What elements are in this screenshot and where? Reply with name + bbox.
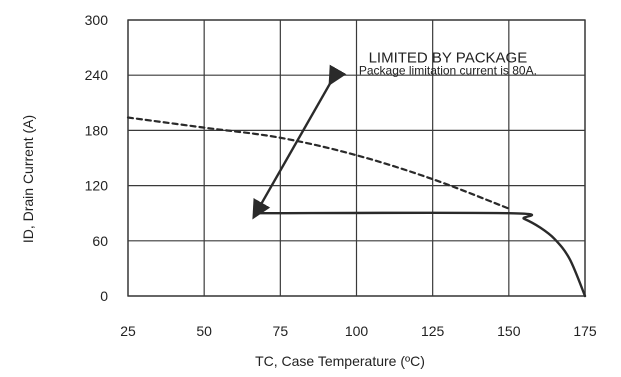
x-axis-title: TC, Case Temperature (ºC) [255, 353, 425, 369]
package-limit-series-line [254, 211, 587, 298]
annotation-arrow-0 [252, 64, 347, 220]
plot-frame [127, 19, 586, 297]
dashed-series-line [126, 116, 510, 210]
x-tick-label-0: 25 [120, 323, 136, 339]
x-tick-label-4: 125 [421, 323, 445, 339]
x-tick-label-5: 150 [497, 323, 521, 339]
y-tick-label-5: 300 [85, 12, 109, 28]
y-axis-title: ID, Drain Current (A) [20, 115, 36, 243]
y-tick-label-2: 120 [85, 178, 109, 194]
y-tick-label-1: 60 [92, 233, 108, 249]
y-tick-label-3: 180 [85, 122, 109, 138]
annotation-note-0: Package limitation current is 80A. [359, 63, 537, 77]
x-tick-label-6: 175 [573, 323, 597, 339]
grid-layer [127, 19, 586, 297]
tick-layer: 25 50 75 100 125 150 175 0 60 120 180 240 300 [85, 12, 597, 339]
x-tick-label-3: 100 [345, 323, 369, 339]
y-tick-label-4: 240 [85, 67, 109, 83]
y-tick-label-0: 0 [100, 288, 108, 304]
x-tick-label-1: 50 [196, 323, 212, 339]
x-tick-label-2: 75 [273, 323, 289, 339]
annotation-title-0: LIMITED BY PACKAGE [369, 49, 528, 66]
